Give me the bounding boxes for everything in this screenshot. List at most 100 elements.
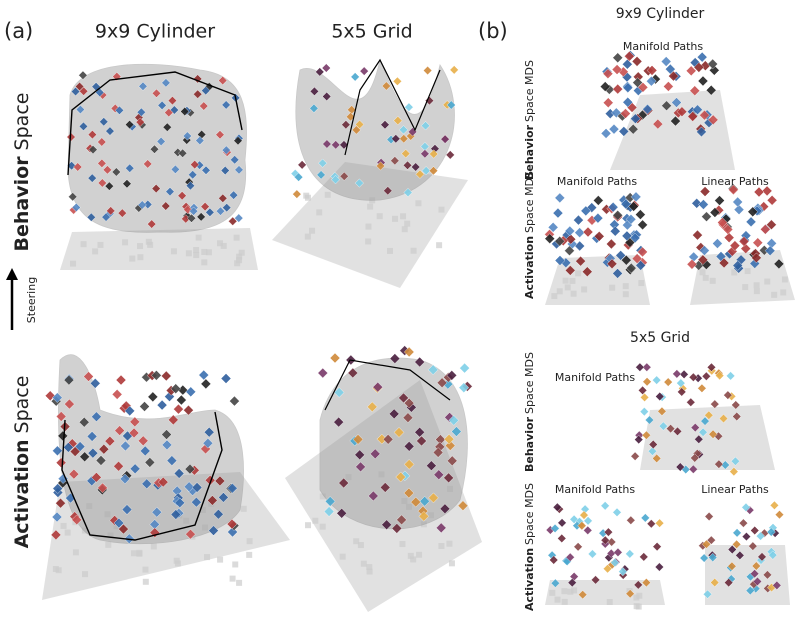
point xyxy=(120,440,131,452)
shadow-point xyxy=(107,532,114,539)
point xyxy=(704,410,714,420)
shadow-point xyxy=(764,278,771,285)
shadow-point xyxy=(113,523,120,530)
point xyxy=(699,245,710,256)
plot-title: Manifold Paths xyxy=(555,371,636,384)
point xyxy=(613,547,623,557)
point xyxy=(657,406,667,416)
point xyxy=(420,149,430,159)
point xyxy=(610,225,621,237)
shadow-point xyxy=(183,517,190,524)
point xyxy=(699,186,711,197)
shadow-point xyxy=(702,274,709,281)
point xyxy=(403,487,415,499)
point xyxy=(149,519,160,530)
point xyxy=(642,104,653,115)
point xyxy=(652,375,662,385)
point xyxy=(633,580,643,590)
point xyxy=(79,416,90,428)
point xyxy=(679,369,689,379)
point xyxy=(403,187,413,198)
point xyxy=(78,121,88,131)
shadow-point xyxy=(405,503,412,510)
point xyxy=(707,114,719,126)
shadow-point xyxy=(744,268,751,275)
point xyxy=(723,390,733,400)
point xyxy=(655,518,665,528)
point xyxy=(354,449,365,461)
point xyxy=(705,84,717,96)
point xyxy=(688,464,698,474)
point xyxy=(139,401,150,412)
point xyxy=(75,104,85,115)
floor xyxy=(610,90,735,170)
point xyxy=(336,508,347,519)
point xyxy=(184,463,196,475)
point xyxy=(575,255,586,267)
point xyxy=(68,192,78,202)
point xyxy=(341,120,351,130)
plot-title: Manifold Paths xyxy=(623,40,704,53)
point xyxy=(91,472,102,483)
shadow-point xyxy=(145,238,152,245)
point xyxy=(554,255,566,266)
point xyxy=(339,171,349,181)
shadow-point xyxy=(771,291,778,298)
point xyxy=(173,403,184,415)
point xyxy=(99,117,109,127)
point xyxy=(329,352,341,364)
point xyxy=(68,468,80,480)
row-title-bold: Activation xyxy=(11,439,33,548)
point xyxy=(732,260,743,271)
point xyxy=(709,207,721,218)
point xyxy=(428,492,439,504)
point xyxy=(552,207,564,219)
point xyxy=(403,160,413,170)
point xyxy=(578,590,588,600)
shadow-point xyxy=(246,538,253,545)
point xyxy=(451,426,462,437)
point xyxy=(707,58,718,70)
point xyxy=(632,77,643,88)
point xyxy=(218,492,229,503)
point xyxy=(87,447,99,459)
point xyxy=(221,100,231,110)
point xyxy=(639,552,649,562)
point xyxy=(403,459,415,470)
point xyxy=(654,562,664,572)
shadow-point xyxy=(410,247,417,254)
point xyxy=(627,123,639,135)
point xyxy=(339,140,349,150)
shadow-point xyxy=(193,247,200,254)
point xyxy=(57,430,69,442)
point xyxy=(381,81,391,91)
point xyxy=(745,586,755,596)
point xyxy=(121,504,133,515)
point xyxy=(435,522,447,534)
point xyxy=(390,156,400,166)
shadow-point xyxy=(399,541,406,548)
point xyxy=(309,103,319,113)
point xyxy=(446,455,458,467)
point xyxy=(75,82,85,92)
point xyxy=(592,212,604,224)
point xyxy=(415,169,425,179)
point xyxy=(71,514,82,526)
point xyxy=(352,434,364,445)
shadow-point xyxy=(407,552,414,559)
point xyxy=(416,435,427,447)
point xyxy=(218,76,228,86)
shadow-point xyxy=(436,242,443,249)
point xyxy=(701,371,711,381)
floor xyxy=(640,405,775,470)
point xyxy=(715,371,725,381)
point xyxy=(86,212,96,222)
shadow-point xyxy=(360,560,367,567)
point xyxy=(676,378,686,388)
row-title: Behavior Space MDS xyxy=(523,352,536,472)
point xyxy=(66,132,76,142)
point xyxy=(347,105,357,115)
point xyxy=(382,434,394,445)
renderings xyxy=(42,50,795,612)
point xyxy=(612,210,623,221)
